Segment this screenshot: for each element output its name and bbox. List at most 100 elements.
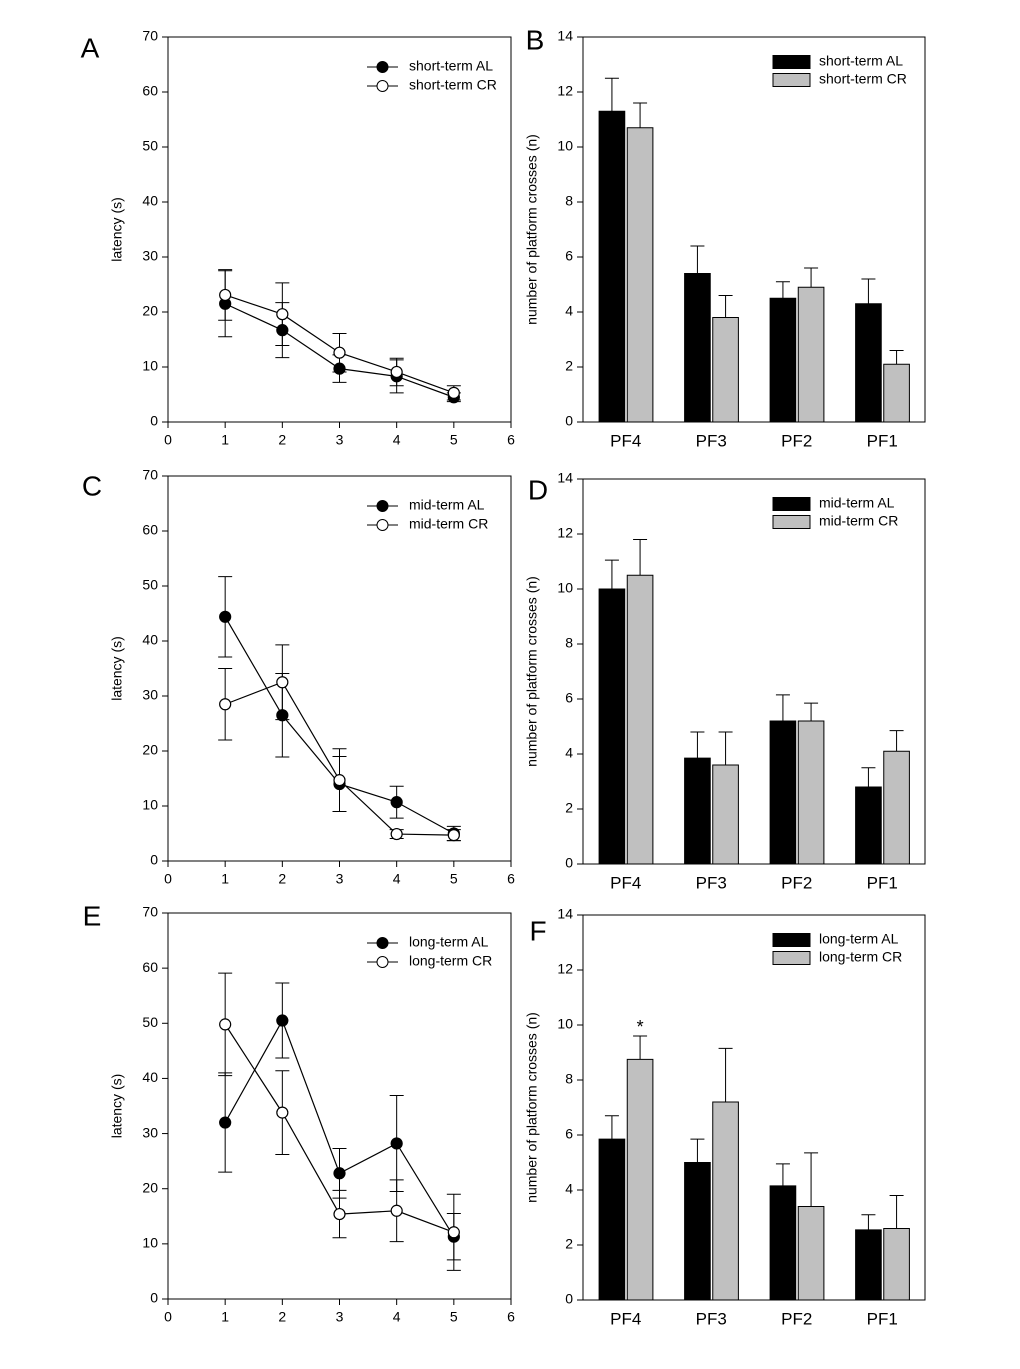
plot-frame — [582, 36, 926, 423]
y-tick-label: 40 — [142, 632, 158, 648]
bar — [883, 750, 910, 865]
x-tick-label: 1 — [221, 432, 229, 448]
data-point — [276, 1106, 289, 1119]
y-tick-label: 8 — [565, 193, 573, 209]
y-tick-label: 10 — [557, 580, 573, 596]
data-point — [447, 1226, 460, 1239]
y-tick-label: 10 — [142, 358, 158, 374]
x-tick-label: 6 — [507, 871, 515, 887]
error-bar — [804, 1152, 819, 1207]
data-point — [333, 362, 346, 375]
y-axis-label: number of platform crosses (n) — [524, 134, 540, 325]
y-tick-label: 14 — [557, 470, 573, 486]
error-bar — [633, 1035, 648, 1060]
bar — [855, 303, 882, 423]
legend-marker — [376, 500, 389, 512]
data-point — [276, 1014, 289, 1027]
panel-label: A — [81, 32, 100, 63]
x-tick-label: PF1 — [867, 873, 898, 892]
legend-label: long-term CR — [409, 953, 492, 969]
y-tick-label: 50 — [142, 1014, 158, 1030]
bar — [684, 1162, 711, 1301]
x-tick-label: PF4 — [610, 431, 641, 450]
y-tick-label: 30 — [142, 248, 158, 264]
x-tick-label: PF3 — [696, 1309, 727, 1328]
legend-marker — [376, 61, 389, 73]
x-tick-label: 2 — [278, 871, 286, 887]
x-tick-label: 5 — [450, 871, 458, 887]
panel-label: B — [526, 24, 545, 55]
data-point — [276, 324, 289, 337]
error-bar — [690, 731, 705, 759]
y-tick-label: 10 — [142, 1235, 158, 1251]
legend-label: short-term AL — [409, 58, 493, 74]
panel-label: F — [529, 915, 546, 946]
legend-label: long-term AL — [409, 934, 489, 950]
y-tick-label: 30 — [142, 687, 158, 703]
data-point — [390, 1137, 403, 1150]
y-axis-label: latency (s) — [109, 636, 125, 701]
data-point — [276, 676, 289, 689]
data-point — [276, 308, 289, 321]
error-bar — [604, 1115, 619, 1140]
legend-marker — [376, 956, 389, 968]
y-axis-label: latency (s) — [109, 197, 125, 262]
x-tick-label: 6 — [507, 432, 515, 448]
bar — [883, 363, 910, 423]
data-point — [447, 386, 460, 399]
legend-label: short-term AL — [819, 53, 903, 69]
legend-swatch — [772, 55, 811, 69]
y-tick-label: 0 — [150, 1290, 158, 1306]
error-bar — [889, 1195, 904, 1229]
y-tick-label: 4 — [565, 745, 573, 761]
y-tick-label: 20 — [142, 1179, 158, 1195]
data-point — [447, 829, 460, 842]
x-tick-label: PF4 — [610, 1309, 641, 1328]
legend-swatch — [772, 951, 811, 965]
legend-swatch — [772, 73, 811, 87]
y-tick-label: 2 — [565, 800, 573, 816]
legend-label: long-term CR — [819, 949, 902, 965]
x-tick-label: 1 — [221, 871, 229, 887]
x-tick-label: PF4 — [610, 873, 641, 892]
y-tick-label: 0 — [565, 1291, 573, 1307]
error-bar — [718, 1047, 733, 1102]
legend-marker — [376, 519, 389, 531]
bar — [769, 720, 797, 865]
error-bar — [604, 77, 619, 112]
plot-frame — [167, 912, 512, 1300]
data-point — [219, 288, 232, 302]
x-tick-label: 0 — [164, 1309, 172, 1325]
y-tick-label: 60 — [142, 522, 158, 538]
y-tick-label: 10 — [142, 797, 158, 813]
bar — [712, 764, 739, 865]
x-tick-label: 3 — [336, 432, 344, 448]
x-tick-label: 2 — [278, 432, 286, 448]
bar — [769, 1185, 797, 1301]
y-tick-label: 50 — [142, 138, 158, 154]
plot-frame — [582, 914, 926, 1301]
panel-label: D — [528, 474, 548, 505]
annotation: * — [637, 1017, 644, 1037]
bar — [598, 110, 626, 423]
data-point — [390, 1204, 403, 1217]
y-tick-label: 10 — [557, 1016, 573, 1032]
x-tick-label: 5 — [450, 432, 458, 448]
bar — [797, 720, 825, 865]
y-tick-label: 60 — [142, 83, 158, 99]
x-tick-label: PF2 — [781, 431, 812, 450]
y-tick-label: 10 — [557, 138, 573, 154]
y-tick-label: 70 — [142, 28, 158, 44]
y-tick-label: 6 — [565, 1126, 573, 1142]
x-tick-label: 0 — [164, 871, 172, 887]
x-tick-label: 5 — [450, 1309, 458, 1325]
y-tick-label: 14 — [557, 28, 573, 44]
x-tick-label: PF2 — [781, 873, 812, 892]
y-tick-label: 12 — [557, 525, 573, 541]
error-bar — [861, 1214, 876, 1230]
y-tick-label: 4 — [565, 1181, 573, 1197]
legend-label: long-term AL — [819, 931, 899, 947]
error-bar — [775, 1163, 790, 1186]
error-bar — [775, 281, 790, 299]
x-tick-label: 4 — [393, 432, 401, 448]
